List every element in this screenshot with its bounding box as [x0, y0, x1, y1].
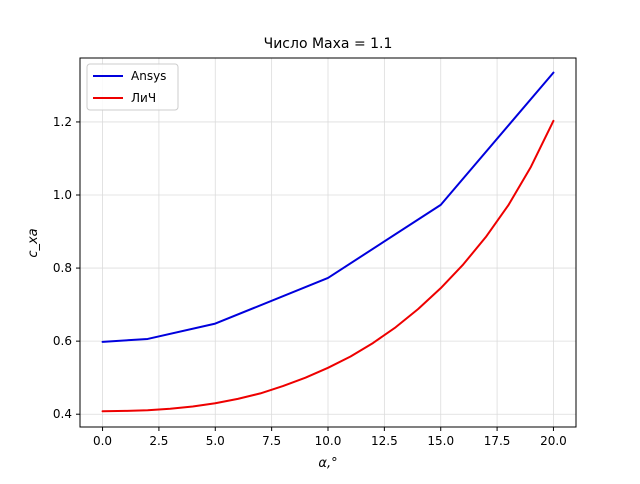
- chart-title: Число Маха = 1.1: [264, 36, 393, 52]
- series-line-lich: [101, 119, 555, 413]
- grid: [80, 58, 576, 427]
- y-tick-label: 0.6: [53, 334, 72, 348]
- y-tick-label: 1.0: [53, 188, 72, 202]
- y-tick-label: 1.2: [53, 115, 72, 129]
- y-tick-label: 0.4: [53, 407, 72, 421]
- y-tick-label: 0.8: [53, 261, 72, 275]
- x-axis-label: α,°: [318, 456, 337, 471]
- series-group: [101, 71, 555, 413]
- x-tick-label: 2.5: [149, 434, 168, 448]
- x-tick-label: 0.0: [93, 434, 112, 448]
- x-tick-label: 15.0: [427, 434, 454, 448]
- x-tick-label: 12.5: [371, 434, 398, 448]
- x-tick-label: 5.0: [206, 434, 225, 448]
- y-axis-label: c_xa: [26, 228, 41, 257]
- legend: Ansys ЛиЧ: [86, 63, 179, 111]
- x-tick-label: 17.5: [484, 434, 511, 448]
- x-tick-label: 7.5: [262, 434, 281, 448]
- x-tick-label: 10.0: [315, 434, 342, 448]
- legend-label-ansys: Ansys: [131, 69, 166, 83]
- x-tick-label: 20.0: [540, 434, 567, 448]
- legend-label-lich: ЛиЧ: [131, 91, 156, 105]
- series-line-ansys: [101, 71, 555, 343]
- axis-ticks: 0.0 2.5 5.0 7.5 10.0 12.5 15.0 17.5 20.0 0.4 0.6 0.…: [53, 115, 567, 448]
